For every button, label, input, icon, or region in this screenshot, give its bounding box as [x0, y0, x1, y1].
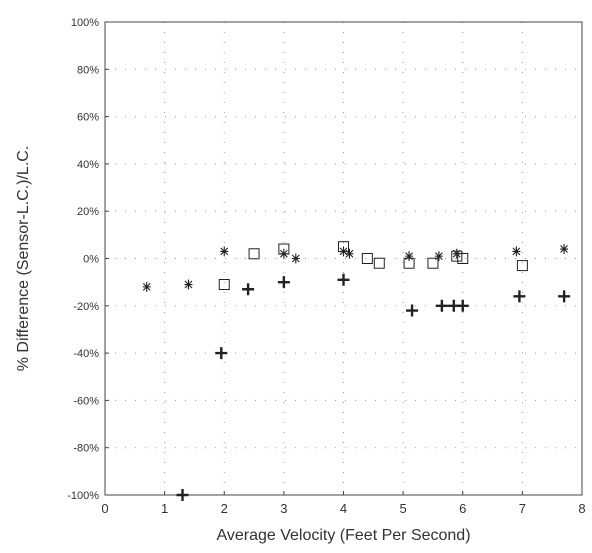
y-tick-label: 60% — [77, 112, 99, 124]
data-point-square — [361, 253, 373, 264]
data-points — [142, 241, 571, 501]
data-point-plus — [558, 290, 571, 303]
y-axis-ticks: -100% -80% -60% -40% -20% 0% 20% 40% 60% 80% 100% — [67, 17, 109, 502]
data-point-square — [373, 257, 385, 269]
data-point-plus — [337, 273, 350, 286]
y-tick-label: 0% — [83, 254, 99, 266]
x-axis-ticks: 0 1 2 3 4 5 6 7 8 — [101, 491, 586, 516]
y-axis-label: % Difference (Sensor-L.C.)/L.C. — [15, 146, 32, 372]
data-point-asterisk — [291, 253, 300, 264]
data-point-square — [457, 253, 469, 264]
data-point-square — [427, 257, 439, 269]
data-point-plus — [456, 299, 469, 312]
data-point-asterisk — [452, 248, 461, 259]
data-point-plus — [215, 347, 228, 360]
x-tick-label: 8 — [578, 501, 585, 516]
data-point-asterisk — [512, 246, 521, 257]
data-point-square — [516, 260, 528, 272]
data-point-plus — [513, 290, 526, 303]
x-tick-label: 6 — [459, 501, 466, 516]
data-point-plus — [277, 276, 290, 289]
data-point-square — [338, 241, 349, 253]
x-tick-label: 7 — [519, 501, 526, 516]
x-tick-label: 1 — [161, 501, 168, 516]
y-tick-label: -20% — [73, 301, 99, 313]
x-tick-label: 4 — [340, 501, 347, 516]
y-tick-label: 20% — [77, 206, 99, 218]
data-point-asterisk — [434, 251, 443, 262]
y-tick-label: -100% — [67, 490, 99, 502]
data-point-asterisk — [142, 281, 151, 292]
data-point-square — [451, 250, 463, 262]
data-point-asterisk — [345, 248, 354, 259]
data-point-plus — [435, 299, 448, 312]
data-point-square — [248, 248, 260, 260]
grid-lines — [105, 22, 582, 495]
x-tick-label: 2 — [221, 501, 228, 516]
data-point-asterisk — [184, 279, 193, 290]
data-point-square — [218, 279, 230, 291]
data-point-plus — [176, 489, 189, 501]
data-point-asterisk — [560, 244, 569, 255]
x-tick-label: 0 — [101, 501, 108, 516]
y-tick-label: -80% — [73, 443, 99, 455]
y-tick-label: 100% — [71, 17, 99, 29]
data-point-square — [278, 243, 290, 255]
data-point-asterisk — [405, 251, 414, 262]
x-tick-label: 5 — [400, 501, 407, 516]
y-tick-label: 40% — [77, 159, 99, 171]
data-point-asterisk — [220, 246, 229, 257]
x-tick-label: 3 — [280, 501, 287, 516]
x-axis-label: Average Velocity (Feet Per Second) — [216, 527, 470, 544]
data-point-square — [403, 257, 415, 269]
data-point-plus — [406, 304, 419, 317]
y-tick-label: -40% — [73, 348, 99, 360]
y-tick-label: 80% — [77, 64, 99, 76]
y-tick-label: -60% — [73, 395, 99, 407]
data-point-plus — [242, 283, 255, 296]
